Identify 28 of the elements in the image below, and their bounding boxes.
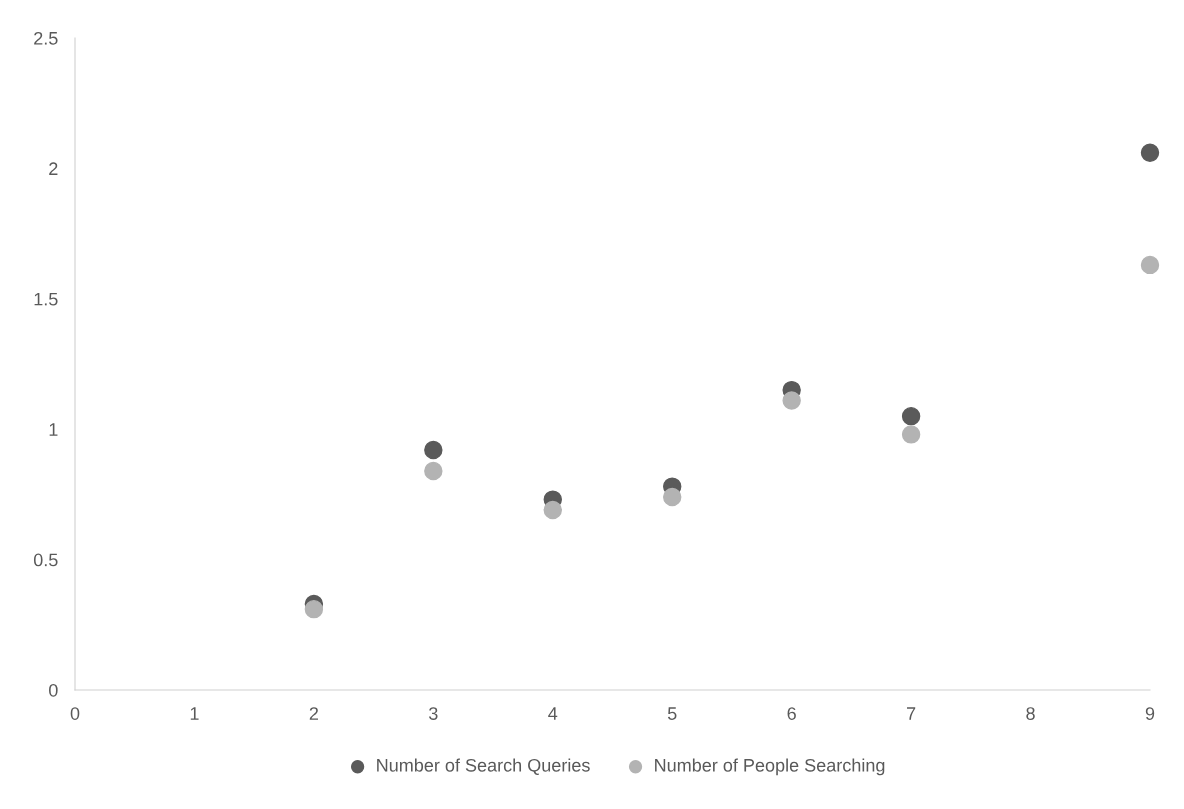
- legend-label: Number of Search Queries: [377, 758, 590, 775]
- point: [663, 487, 682, 507]
- x-tick-label: 0: [70, 707, 80, 720]
- y-tick-label: 1.5: [34, 292, 58, 306]
- point: [782, 391, 801, 410]
- point: [304, 599, 324, 619]
- x-tick-label: 9: [1145, 707, 1155, 720]
- y-tick-label: 2.5: [34, 31, 58, 45]
- y-tick-label: 0: [49, 683, 58, 697]
- x-tick-label: 1: [190, 707, 199, 720]
- legend-label: Number of People Searching: [655, 758, 885, 776]
- x-tick-label: 6: [787, 707, 796, 720]
- point: [424, 461, 443, 481]
- x-tick-label: 5: [667, 707, 677, 720]
- x-tick-label: 7: [907, 707, 916, 720]
- point: [543, 500, 562, 520]
- y-tick-label: 0.5: [33, 553, 58, 567]
- point: [424, 440, 443, 460]
- x-tick-label: 2: [309, 707, 318, 720]
- y-tick-label: 1: [49, 423, 58, 436]
- x-tick-label: 4: [548, 707, 558, 720]
- point: [901, 425, 921, 444]
- point: [1140, 143, 1160, 162]
- y-tick-label: 2: [49, 162, 58, 175]
- x-tick-label: 3: [429, 707, 438, 720]
- point: [1140, 255, 1160, 275]
- x-tick-label: 8: [1026, 707, 1035, 720]
- point: [901, 406, 921, 426]
